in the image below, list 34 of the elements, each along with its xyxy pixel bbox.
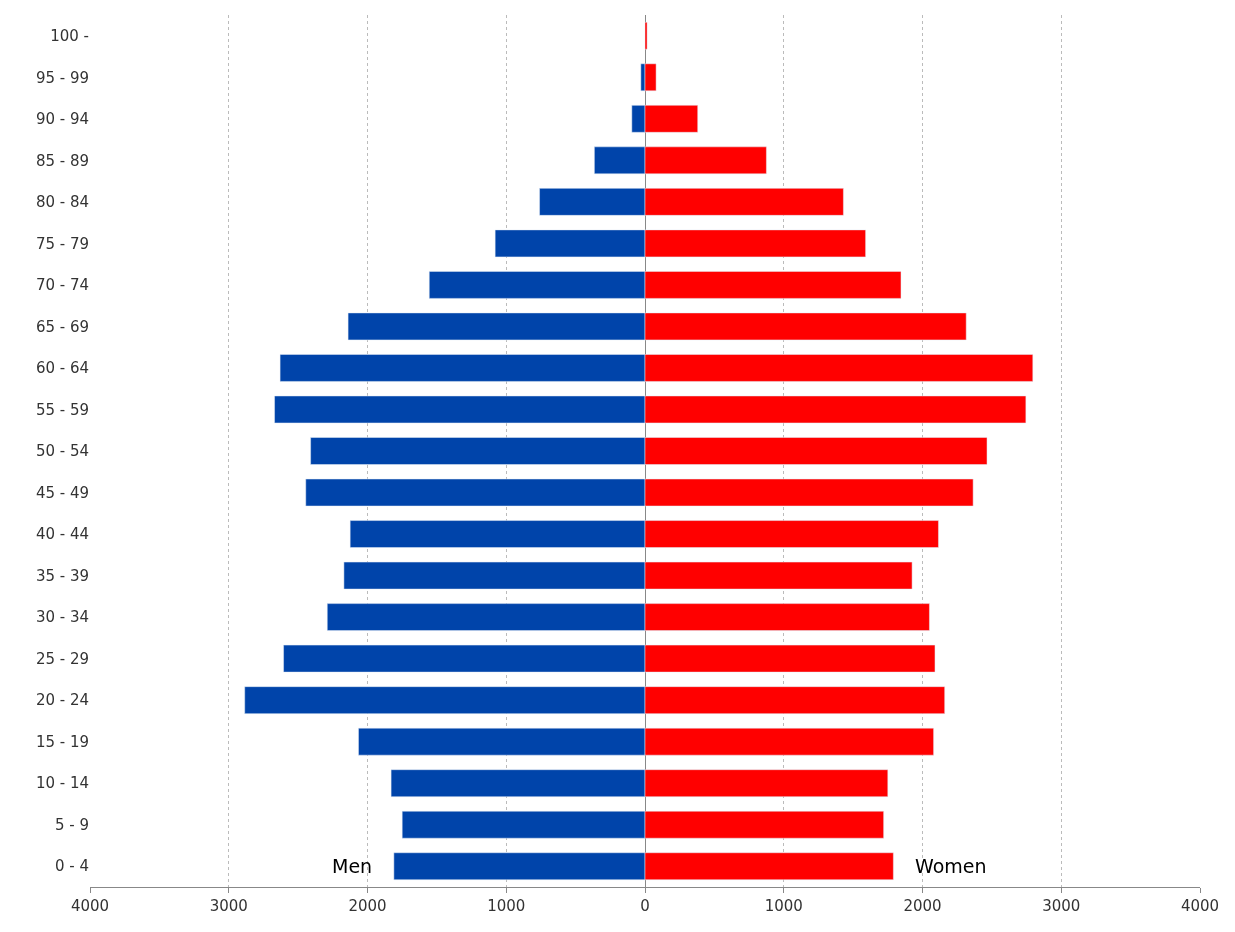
y-tick-label: 30 - 34: [35, 608, 89, 627]
x-tick-label: 4000: [1180, 897, 1220, 915]
y-tick-label: 25 - 29: [35, 649, 89, 668]
y-tick-label: 80 - 84: [35, 193, 89, 212]
bar: [644, 22, 648, 50]
x-tick-label: 1000: [487, 897, 526, 915]
x-tick-label: 3000: [1042, 897, 1081, 915]
x-tick-label: 2000: [348, 897, 387, 915]
y-tick-label: 45 - 49: [35, 483, 89, 502]
y-tick-label: 15 - 19: [35, 732, 89, 751]
x-tick-label: 4000: [70, 897, 110, 915]
y-tick-label: 75 - 79: [35, 234, 89, 253]
series-label: Women: [915, 855, 987, 877]
y-tick-label: 20 - 24: [35, 691, 89, 710]
y-tick-label: 70 - 74: [35, 276, 89, 295]
y-tick-label: 40 - 44: [35, 525, 89, 544]
y-tick-label: 85 - 89: [35, 151, 89, 170]
y-tick-label: 60 - 64: [35, 359, 89, 378]
y-tick-label: 100 -: [50, 27, 89, 46]
x-tick-label: 0: [640, 897, 650, 915]
series-label: Men: [332, 855, 373, 877]
y-tick-label: 95 - 99: [35, 68, 89, 87]
x-tick-label: 2000: [903, 897, 942, 915]
x-tick-label: 3000: [209, 897, 248, 915]
x-tick-label: 1000: [764, 897, 803, 915]
y-tick-label: 35 - 39: [35, 566, 89, 585]
y-tick-label: 50 - 54: [35, 442, 89, 461]
bar: [644, 63, 657, 92]
y-tick-label: 10 - 14: [35, 774, 89, 793]
y-tick-label: 65 - 69: [35, 317, 89, 336]
y-tick-label: 0 - 4: [54, 857, 89, 876]
y-tick-label: 90 - 94: [35, 110, 89, 129]
y-tick-label: 5 - 9: [54, 815, 89, 834]
y-tick-label: 55 - 59: [35, 400, 89, 419]
